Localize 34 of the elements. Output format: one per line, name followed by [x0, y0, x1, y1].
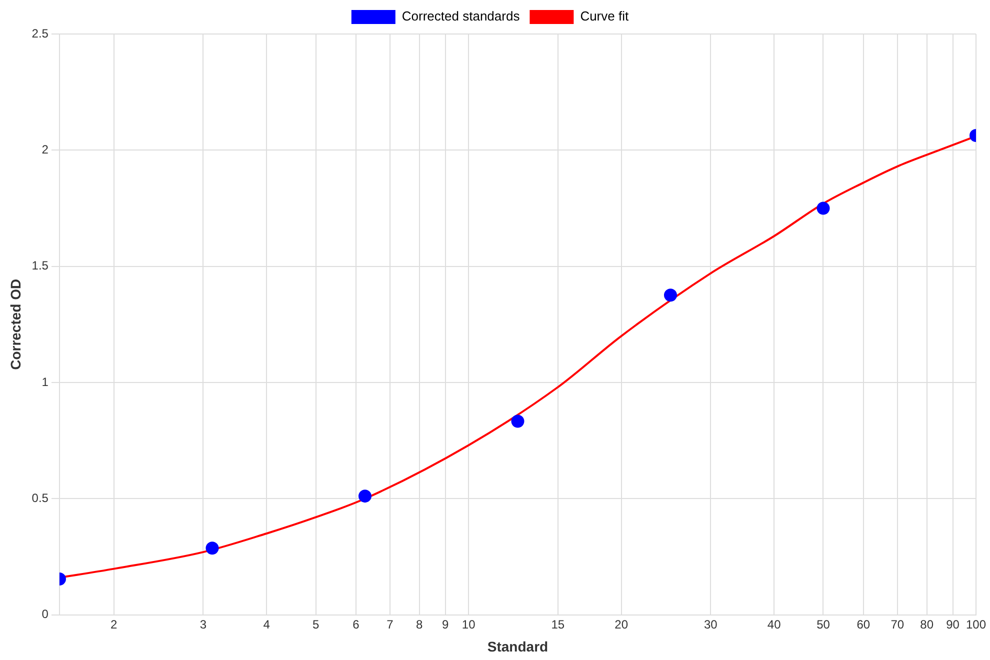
x-tick-label: 3	[200, 617, 207, 632]
x-tick-label: 50	[816, 617, 830, 632]
x-tick-label: 2	[110, 617, 118, 632]
x-tick-label: 70	[890, 617, 904, 632]
x-tick-label: 100	[966, 617, 986, 632]
y-tick-label: 2	[42, 142, 49, 156]
y-tick-label: 0	[42, 607, 49, 622]
x-tick-label: 60	[856, 617, 870, 632]
x-tick-label: 20	[614, 617, 628, 632]
y-tick-label: 2.5	[32, 26, 49, 40]
x-tick-label: 4	[263, 617, 270, 632]
point	[511, 414, 524, 428]
point	[816, 202, 830, 215]
point	[664, 288, 677, 302]
x-tick-label: 8	[416, 617, 424, 632]
x-axis-title: Standard	[487, 638, 548, 654]
y-axis-title: Corrected OD	[7, 278, 24, 370]
point	[206, 542, 219, 555]
y-tick-label: 1.5	[32, 258, 49, 273]
x-tick-label: 7	[386, 617, 394, 632]
x-tick-label: 15	[551, 617, 565, 632]
x-tick-label: 9	[442, 617, 450, 632]
y-tick-label: 1	[42, 374, 49, 389]
x-tick-label: 5	[312, 617, 320, 632]
x-tick-label: 80	[920, 617, 934, 632]
y-tick-label: 0.5	[32, 490, 49, 505]
x-tick-label: 10	[462, 617, 476, 632]
legend-label: Corrected standards	[402, 8, 520, 24]
point	[358, 490, 372, 503]
x-tick-label: 30	[704, 617, 718, 632]
x-tick-label: 90	[946, 617, 960, 632]
x-tick-label: 6	[352, 617, 360, 632]
x-tick-label: 40	[767, 617, 782, 632]
legend-label: Curve fit	[580, 8, 629, 24]
